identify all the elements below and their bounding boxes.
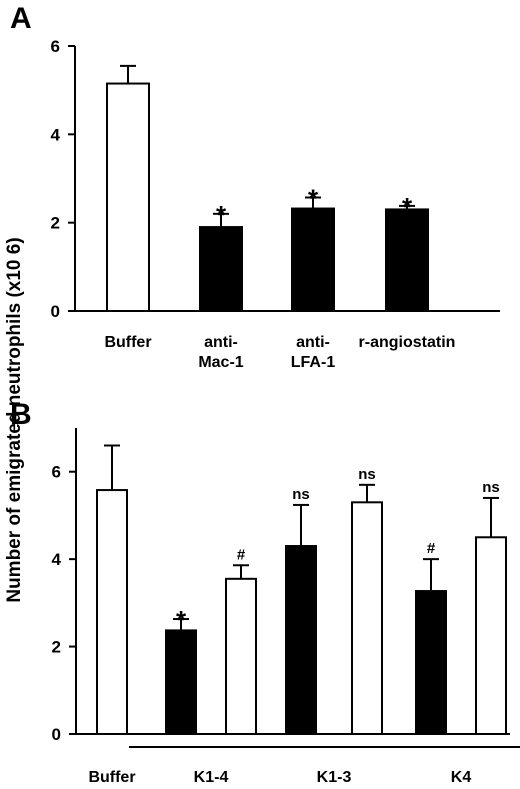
panel-a-letter: A: [10, 2, 32, 35]
significance-mark: ns: [292, 486, 310, 503]
panel-b-chart: 0 2 4 6 * # ns ns # ns Buffer K1-4 K1-3 K4: [52, 428, 520, 786]
bar: [106, 82, 150, 312]
bar: [291, 207, 335, 313]
bar: [385, 208, 429, 313]
y-tick-label: 0: [51, 302, 60, 321]
bar: [415, 590, 447, 735]
significance-mark: ns: [358, 466, 376, 483]
panel-a-chart: 0 2 4 6 Buffer * anti- Mac-1 * anti- LFA-1 * r-angio…: [51, 37, 500, 371]
significance-mark: #: [427, 540, 436, 557]
x-group-label: K1-4: [194, 769, 229, 786]
x-category-label: LFA-1: [291, 354, 336, 371]
x-group-label: K1-3: [317, 769, 352, 786]
significance-mark: *: [308, 183, 319, 213]
y-tick-label: 4: [51, 125, 61, 144]
x-category-label: Mac-1: [198, 354, 243, 371]
significance-mark: *: [402, 192, 413, 222]
significance-mark: #: [237, 546, 246, 563]
bar: [351, 501, 383, 736]
significance-mark: *: [176, 605, 187, 635]
panel-b-letter: B: [10, 398, 32, 431]
significance-mark: ns: [482, 479, 500, 496]
x-category-label: anti-: [204, 334, 238, 351]
y-tick-label: 4: [52, 550, 62, 569]
y-axis-label: Number of emigrated neutrophils (x10 6): [4, 237, 25, 602]
y-tick-label: 0: [52, 725, 61, 744]
y-tick-label: 2: [51, 214, 60, 233]
x-group-label: Buffer: [88, 769, 135, 786]
bar: [285, 545, 317, 735]
x-category-label: Buffer: [104, 334, 151, 351]
x-group-label: K4: [451, 769, 472, 786]
bar: [165, 629, 197, 736]
bar: [199, 226, 243, 312]
y-tick-label: 2: [52, 638, 61, 657]
bar: [475, 536, 507, 735]
significance-mark: *: [216, 200, 227, 230]
y-tick-label: 6: [51, 37, 60, 56]
bar: [225, 577, 257, 735]
x-category-label: r-angiostatin: [359, 334, 456, 351]
bar: [96, 489, 128, 735]
x-category-label: anti-: [296, 334, 330, 351]
y-tick-label: 6: [52, 463, 61, 482]
